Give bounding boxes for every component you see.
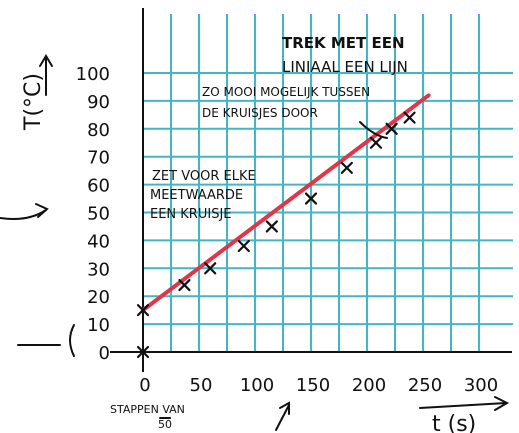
line-note-sub-2: DE KRUISJES DOOR	[202, 106, 318, 120]
y-axis-label: T(°C)	[21, 73, 46, 131]
x-tick-label: 100	[240, 375, 274, 396]
x-step-note: STAPPEN VAN	[110, 403, 185, 416]
y-tick-label: 60	[87, 176, 110, 197]
y-tick-label: 0	[99, 343, 110, 364]
data-marks	[136, 111, 416, 359]
best-fit-line	[141, 93, 431, 313]
y-tick-label: 80	[87, 120, 110, 141]
margin-bracket	[69, 324, 75, 357]
data-point	[385, 122, 398, 135]
data-point	[265, 220, 278, 233]
x-tick-label: 250	[408, 375, 442, 396]
marks-note-line2: MEETWAARDE	[150, 188, 243, 203]
line-note-pointer	[359, 121, 388, 139]
data-point	[403, 111, 416, 124]
line-note-title-1: TREK MET EEN	[282, 34, 405, 52]
y-tick-label: 30	[87, 259, 110, 280]
margin-arrowhead	[35, 203, 49, 218]
data-point	[136, 304, 150, 317]
y-tick-label: 10	[87, 315, 110, 336]
data-point	[178, 278, 191, 292]
line-note-title-2: LINIAAL EEN LIJN	[282, 58, 408, 76]
data-point	[204, 262, 217, 275]
line-note-sub-1: ZO MOOI MOGELIJK TUSSEN	[202, 85, 370, 99]
y-tick-label: 40	[87, 231, 110, 252]
x-tick-label: 0	[139, 375, 150, 396]
y-tick-label: 100	[76, 64, 110, 85]
margin-arrow	[0, 209, 47, 220]
x-axis-arrow	[419, 402, 507, 409]
x-axis-arrowhead	[494, 396, 510, 411]
grid	[143, 14, 513, 352]
y-tick-label: 70	[87, 148, 110, 169]
x-tick-label: 300	[464, 375, 498, 396]
fit-line	[141, 93, 431, 313]
origin-mark	[136, 345, 150, 359]
x-step-note-value: 50	[158, 418, 172, 431]
y-tick-label: 20	[87, 287, 110, 308]
x-tick-label: 150	[296, 375, 330, 396]
x-ticks-arrowhead	[279, 401, 290, 415]
data-point	[237, 239, 250, 253]
tick-labels: 0 10 20 30 40 50 60 70 80 90 100 0 50 100 150 200 250 300	[76, 64, 499, 396]
x-axis-label: t (s)	[432, 412, 476, 433]
marks-note-line3: EEN KRUISJE	[150, 207, 232, 222]
data-point	[340, 161, 353, 174]
data-point	[304, 192, 318, 205]
y-tick-label: 90	[87, 92, 110, 113]
x-ticks-arrow	[275, 404, 290, 431]
x-tick-label: 200	[352, 375, 386, 396]
data-point	[369, 136, 383, 149]
x-tick-label: 50	[190, 375, 213, 396]
y-axis-arrowhead	[39, 54, 53, 67]
marks-note-line1: ZET VOOR ELKE	[152, 169, 256, 184]
y-tick-label: 50	[87, 204, 110, 225]
